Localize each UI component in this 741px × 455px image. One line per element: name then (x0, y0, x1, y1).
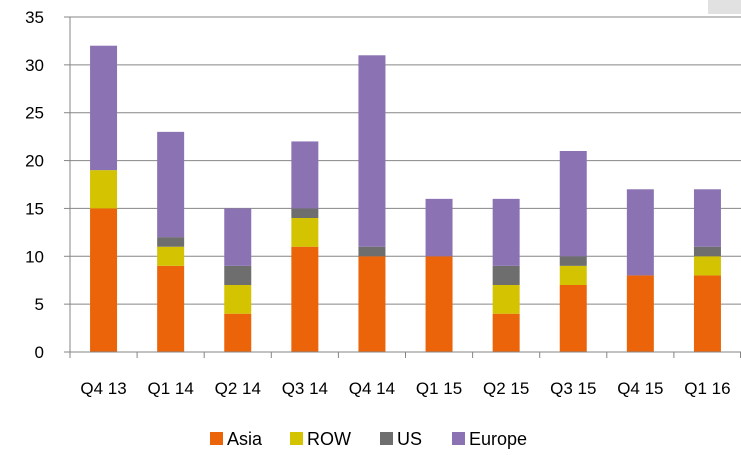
bar-segment-row (224, 285, 252, 314)
y-tick-label: 0 (35, 343, 44, 362)
x-category-label: Q3 14 (282, 379, 328, 398)
x-category-label: Q4 14 (349, 379, 395, 398)
bar-segment-europe (90, 45, 118, 171)
x-category-label: Q1 15 (416, 379, 462, 398)
x-category-label: Q2 14 (215, 379, 261, 398)
y-tick-label: 20 (25, 152, 44, 171)
bar-segment-asia (492, 313, 520, 352)
bar-segment-asia (157, 265, 185, 352)
legend-swatch-asia (210, 432, 223, 445)
bar-segment-row (90, 170, 118, 209)
y-tick-label: 35 (25, 8, 44, 27)
bar-segment-us (224, 265, 252, 285)
legend-label-europe: Europe (469, 429, 527, 449)
legend-swatch-europe (452, 432, 465, 445)
bar-segment-asia (358, 256, 386, 352)
x-category-label: Q2 15 (483, 379, 529, 398)
bar-segment-asia (224, 313, 252, 352)
bar-segment-us (492, 265, 520, 285)
bar-segment-us (157, 237, 185, 247)
axes: 0 5 10 15 20 25 30 35 Q4 13 Q1 14 Q2 14 Q3 14 Q4 14 Q… (25, 0, 741, 398)
bar-segment-row (291, 218, 319, 247)
bar-segment-europe (626, 189, 654, 276)
bar-segment-us (559, 256, 587, 266)
bars (90, 45, 721, 352)
y-tick-label: 25 (25, 104, 44, 123)
legend-label-asia: Asia (227, 429, 263, 449)
bar-segment-us (291, 208, 319, 218)
y-tick-label: 10 (25, 247, 44, 266)
bar-segment-europe (559, 151, 587, 257)
bar-segment-asia (693, 275, 721, 352)
y-tick-label: 5 (35, 295, 44, 314)
legend-label-us: US (397, 429, 422, 449)
x-category-label: Q4 15 (617, 379, 663, 398)
bar-segment-europe (224, 208, 252, 266)
bar-segment-europe (358, 55, 386, 247)
bar-segment-asia (291, 246, 319, 352)
x-category-label: Q1 14 (147, 379, 193, 398)
bar-segment-asia (90, 208, 118, 352)
bar-segment-europe (492, 198, 520, 266)
y-tick-label: 30 (25, 56, 44, 75)
legend: Asia ROW US Europe (210, 429, 527, 449)
bar-segment-row (492, 285, 520, 314)
bar-segment-us (358, 246, 386, 257)
bar-segment-europe (425, 198, 453, 257)
legend-label-row: ROW (307, 429, 351, 449)
x-category-label: Q4 13 (80, 379, 126, 398)
x-category-label: Q1 16 (684, 379, 730, 398)
legend-swatch-us (380, 432, 393, 445)
y-tick-label: 15 (25, 199, 44, 218)
bar-segment-row (157, 246, 185, 266)
bar-segment-europe (291, 141, 319, 209)
bar-segment-row (559, 265, 587, 285)
bar-segment-asia (425, 256, 453, 352)
x-category-label: Q3 15 (550, 379, 596, 398)
bar-segment-europe (157, 131, 185, 238)
bar-segment-row (693, 256, 721, 276)
bar-segment-europe (693, 189, 721, 247)
bar-segment-us (693, 246, 721, 257)
bar-segment-asia (626, 275, 654, 352)
corner-decoration (708, 0, 741, 14)
legend-swatch-row (290, 432, 303, 445)
bar-segment-asia (559, 285, 587, 352)
